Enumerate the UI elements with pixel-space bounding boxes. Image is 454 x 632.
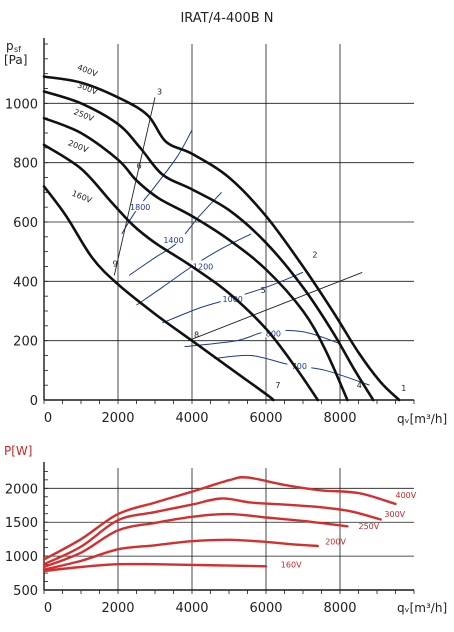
pressure-grid [44,44,414,400]
power-curve-250V [42,512,349,569]
pressure-curve-label: 200V [67,138,90,154]
pressure-curve-label: 300V [76,81,99,97]
pressure-y-tick-label: 1000 [5,97,38,112]
operating-point-label: 9 [113,259,118,268]
operating-point-label: 7 [275,381,280,390]
power-x-tick-label: 4000 [175,601,208,616]
pressure-curve-label: 160V [71,189,94,205]
power-axis-label: P[W] [4,444,32,458]
operating-point-label: 8 [194,331,199,340]
operating-point-label: 4 [357,381,362,390]
power-plot: 500 1000 1500 2000 0 2000 4000 6000 8000 400V 300V… [5,462,417,616]
pressure-curve-200V [42,143,320,402]
pressure-curve-label: 400V [76,63,99,79]
power-y-tick-label: 1000 [5,550,38,565]
rpm-curve [121,129,193,235]
pressure-x-tick-label: 8000 [323,411,356,426]
power-curve-300V [42,497,382,566]
pressure-label-main: p [6,39,14,53]
pressure-x-tick-label: 0 [44,411,52,426]
power-x-tick-label: 0 [44,601,52,616]
rpm-label: 800 [266,329,281,338]
system-line [188,271,363,342]
system-line [113,97,156,276]
rpm-label: 1400 [163,236,183,245]
pressure-label-sub: sf [14,45,21,54]
power-curve-200V [42,538,319,571]
rpm-label-bg [128,201,153,212]
pressure-curve-160V [42,185,275,402]
power-x-tick-label: 2000 [101,601,134,616]
top-x-axis-label: qᵥ[m³/h] [397,412,447,426]
pressure-axis-label: p sf [Pa] [4,39,27,67]
chart-title: IRAT/4-400B N [180,11,273,26]
rpm-label-bg [220,293,245,304]
rpm-label-bg [261,327,286,338]
operating-point-label: 3 [157,87,162,96]
pressure-y-tick-label: 0 [30,394,38,409]
rpm-label: 1000 [223,295,243,304]
power-y-tick-label: 500 [13,584,38,599]
rpm-label: 1800 [130,203,150,212]
rpm-label: 700 [292,362,307,371]
operating-point-label: 5 [261,286,266,295]
pressure-curve-300V [42,90,375,402]
power-curve-label: 200V [325,538,346,547]
pressure-y-tick-label: 200 [13,335,38,350]
pressure-x-tick-label: 2000 [101,411,134,426]
power-curve-label: 250V [359,522,380,531]
pressure-x-tick-label: 6000 [249,411,282,426]
power-x-tick-label: 8000 [323,601,356,616]
rpm-label: 1200 [193,263,213,272]
power-curve-400V [42,476,397,561]
operating-point-label: 1 [401,384,406,393]
pressure-y-tick-label: 600 [13,216,38,231]
rpm-label-bg [287,359,312,370]
pressure-x-tick-label: 4000 [175,411,208,426]
pressure-minor-ticks [43,43,415,404]
pressure-curve-400V [42,75,401,402]
power-x-tick-label: 6000 [249,601,282,616]
power-curve-label: 400V [396,491,417,500]
rpm-label-bg [161,233,186,244]
pressure-unit: [Pa] [4,53,27,67]
pressure-y-tick-label: 400 [13,275,38,290]
power-curve-label: 300V [384,510,405,519]
power-y-tick-label: 1500 [5,516,38,531]
pressure-curve-250V [42,116,349,402]
bottom-x-axis-label: qᵥ[m³/h] [397,601,447,615]
pressure-y-tick-label: 800 [13,157,38,172]
rpm-label-bg [191,260,216,271]
operating-point-label: 6 [137,162,142,171]
power-curve-160V [42,562,268,573]
operating-point-label: 2 [312,251,317,260]
power-y-tick-label: 2000 [5,482,38,497]
power-curve-label: 160V [281,561,302,570]
power-grid [44,468,414,591]
